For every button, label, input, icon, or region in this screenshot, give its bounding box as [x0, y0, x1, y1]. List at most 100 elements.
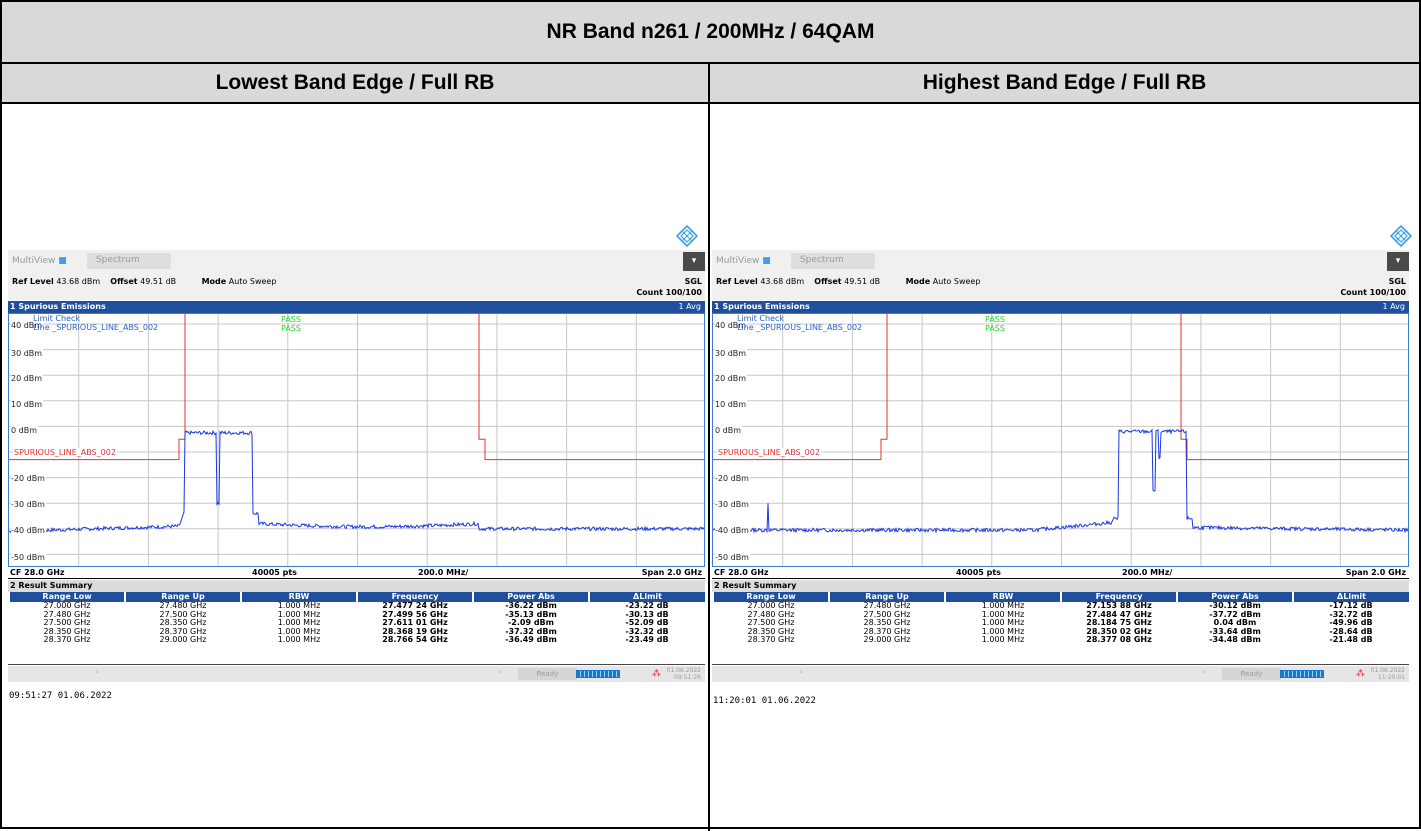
network-icon: ⁂: [1356, 669, 1365, 679]
y-axis-label: 10 dBm: [715, 400, 748, 409]
table-row: 27.000 GHz 27.480 GHz 1.000 MHz 27.153 88 G…: [713, 601, 1409, 611]
multiview-tab[interactable]: MultiView ■: [12, 256, 67, 266]
y-axis-label: 20 dBm: [11, 374, 44, 383]
result-cell: 1.000 MHz: [277, 618, 321, 628]
status-bar: › › Ready ⁂ 01.06.2022 09:51:26: [8, 666, 705, 682]
result-cell: 1.000 MHz: [981, 626, 1025, 636]
result-column-header: ΔLimit: [588, 592, 705, 602]
result-cell: 1.000 MHz: [277, 635, 321, 645]
avg-indicator: 1 Avg: [678, 302, 701, 311]
sweep-count: SGL Count 100/100: [636, 277, 702, 297]
result-cell: 1.000 MHz: [981, 618, 1025, 628]
result-cell: 1.000 MHz: [277, 609, 321, 619]
result-column-header: Range Low: [712, 592, 829, 602]
y-axis-label: 10 dBm: [11, 400, 44, 409]
result-cell: -30.12 dBm: [1209, 601, 1261, 610]
result-cell: 1.000 MHz: [981, 609, 1025, 619]
chevron-down-icon[interactable]: ▾: [683, 252, 705, 271]
result-cell: 28.184 75 GHz: [1086, 618, 1152, 628]
result-cell: 28.370 GHz: [159, 626, 207, 636]
multiview-dot-icon: ■: [762, 256, 771, 266]
result-cell: 28.377 08 GHz: [1086, 635, 1152, 645]
result-cell: -52.09 dB: [625, 618, 669, 628]
result-cell: 27.000 GHz: [43, 601, 91, 610]
result-column-header: Power Abs: [1176, 592, 1293, 602]
y-axis-label: 30 dBm: [11, 349, 44, 358]
y-axis-label: 40 dBm: [11, 321, 44, 330]
y-axis-label: -40 dBm: [715, 526, 750, 535]
chevron-right-icon[interactable]: ›: [1202, 668, 1205, 676]
result-summary-title: 2 Result Summary: [712, 580, 1409, 592]
table-row: 27.480 GHz 27.500 GHz 1.000 MHz 27.499 56 G…: [9, 609, 705, 620]
y-axis-label: 0 dBm: [11, 426, 38, 435]
spectrum-tab[interactable]: Spectrum: [87, 253, 171, 269]
toolbar: MultiView ■ Spectrum ▾ Ref Level 43.68 d…: [712, 250, 1409, 300]
y-axis-label: -20 dBm: [715, 474, 750, 483]
table-row: 27.500 GHz 28.350 GHz 1.000 MHz 28.184 75 G…: [713, 619, 1409, 628]
result-cell: 28.368 19 GHz: [382, 626, 448, 636]
result-cell: 29.000 GHz: [863, 635, 911, 645]
result-cell: -36.49 dBm: [505, 635, 557, 645]
result-cell: -32.32 dB: [625, 626, 669, 636]
limit-line-label: SPURIOUS_LINE_ABS_002: [717, 448, 821, 457]
result-column-header: Frequency: [356, 592, 473, 602]
status-timestamp: 01.06.2022 09:51:26: [666, 667, 701, 681]
status-timestamp: 01.06.2022 11:20:01: [1370, 667, 1405, 681]
table-row: 28.370 GHz 29.000 GHz 1.000 MHz 28.377 08 G…: [713, 636, 1409, 645]
y-axis-label: -50 dBm: [715, 553, 750, 562]
status-bar: › › Ready ⁂ 01.06.2022 11:20:01: [712, 666, 1409, 682]
result-cell: -17.12 dB: [1329, 601, 1373, 610]
y-axis-label: 40 dBm: [715, 321, 748, 330]
result-column-header: Range Up: [828, 592, 945, 602]
y-axis-label: 30 dBm: [715, 349, 748, 358]
result-cell: -32.72 dB: [1329, 609, 1373, 619]
plot-footer: CF 28.0 GHz 40005 pts 200.0 MHz/ Span 2.…: [712, 567, 1409, 579]
result-column-header: RBW: [240, 592, 357, 602]
progress-bar: [576, 670, 620, 678]
result-cell: 27.153 88 GHz: [1086, 601, 1152, 610]
multiview-tab[interactable]: MultiView ■: [716, 256, 771, 266]
result-cell: 28.350 GHz: [159, 618, 207, 628]
result-column-header: Power Abs: [472, 592, 589, 602]
y-axis-label: 20 dBm: [715, 374, 748, 383]
chevron-down-icon[interactable]: ▾: [1387, 252, 1409, 271]
limit-line-label: SPURIOUS_LINE_ABS_002: [13, 448, 117, 457]
result-cell: -23.49 dB: [625, 635, 669, 645]
pass-indicator: PASS PASS: [281, 315, 301, 333]
result-cell: 27.500 GHz: [863, 609, 911, 619]
sweep-count: SGL Count 100/100: [1340, 277, 1406, 297]
table-row: 27.480 GHz 27.500 GHz 1.000 MHz 27.484 47 G…: [713, 609, 1409, 620]
result-cell: 28.766 54 GHz: [382, 635, 448, 645]
spectrum-tab[interactable]: Spectrum: [791, 253, 875, 269]
rs-logo-icon: [676, 225, 698, 247]
window-title: 1 Spurious Emissions 1 Avg: [712, 301, 1409, 313]
chevron-right-icon[interactable]: ›: [498, 668, 501, 676]
result-cell: 28.370 GHz: [43, 635, 91, 645]
result-cell: -37.72 dBm: [1209, 609, 1261, 619]
progress-bar: [1280, 670, 1324, 678]
result-cell: 27.480 GHz: [43, 609, 91, 619]
result-column-header: Range Up: [124, 592, 241, 602]
y-axis-label: -30 dBm: [715, 500, 750, 509]
measurement-settings: Ref Level 43.68 dBm Offset 49.51 dB Mode…: [716, 277, 981, 286]
result-cell: -30.13 dB: [625, 609, 669, 619]
result-cell: 27.611 01 GHz: [382, 618, 448, 628]
result-summary-table: Range Low Range Up RBW Frequency Power Abs ΔL…: [712, 592, 1409, 665]
result-summary-table: Range Low Range Up RBW Frequency Power Abs ΔL…: [8, 592, 705, 665]
table-row: 28.370 GHz 29.000 GHz 1.000 MHz 28.766 54 G…: [9, 636, 705, 645]
result-cell: 27.480 GHz: [747, 609, 795, 619]
spectrum-plot[interactable]: 40 dBm 30 dBm 20 dBm 10 dBm 0 dBm -20 dBm -30 …: [712, 313, 1409, 567]
result-cell: 28.350 02 GHz: [1086, 626, 1152, 636]
result-cell: -33.64 dBm: [1209, 626, 1261, 636]
y-axis-label: -50 dBm: [11, 553, 46, 562]
spectrum-trace: [713, 428, 1408, 534]
chevron-right-icon[interactable]: ›: [96, 668, 99, 676]
chevron-right-icon[interactable]: ›: [800, 668, 803, 676]
spectrum-plot[interactable]: 40 dBm 30 dBm 20 dBm 10 dBm 0 dBm -20 dBm -30 …: [8, 313, 705, 567]
limit-check-info: Limit Check Line _SPURIOUS_LINE_ABS_002: [737, 314, 863, 332]
result-cell: -35.13 dBm: [505, 609, 557, 619]
pass-indicator: PASS PASS: [985, 315, 1005, 333]
result-cell: -49.96 dB: [1329, 618, 1373, 628]
result-cell: 27.499 56 GHz: [382, 609, 448, 619]
